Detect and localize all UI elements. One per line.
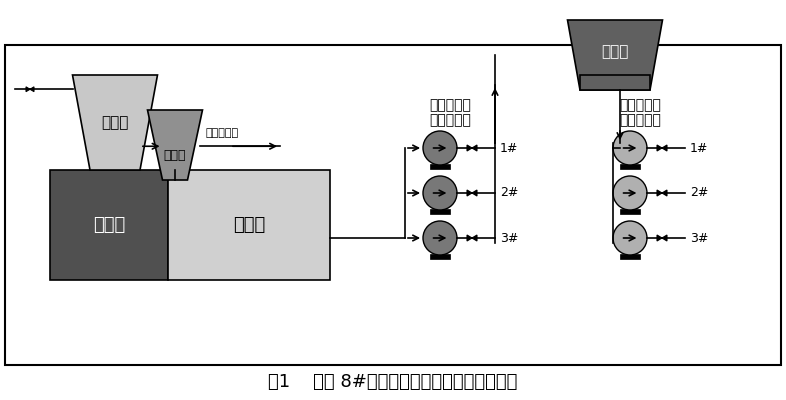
Bar (5, 45, 781, 365)
Text: 水渣槽: 水渣槽 (101, 115, 129, 130)
Polygon shape (467, 145, 477, 151)
Circle shape (423, 131, 457, 165)
Polygon shape (26, 87, 34, 92)
Circle shape (613, 176, 647, 210)
Bar (167, 170, 330, 280)
Circle shape (613, 131, 647, 165)
Text: 脱水器: 脱水器 (163, 149, 186, 162)
Text: （上塔泵）: （上塔泵） (429, 113, 471, 127)
Polygon shape (148, 110, 203, 180)
Polygon shape (657, 145, 667, 151)
Bar (620, 164, 641, 169)
Bar (430, 254, 450, 259)
Text: 2#: 2# (500, 186, 519, 200)
Text: 1#: 1# (690, 142, 708, 154)
Bar (580, 75, 650, 90)
Bar (50, 170, 167, 280)
Polygon shape (467, 235, 477, 241)
Circle shape (423, 221, 457, 255)
Text: 粒化供水泵: 粒化供水泵 (619, 98, 661, 112)
Text: 3#: 3# (690, 232, 708, 244)
Polygon shape (657, 235, 667, 241)
Polygon shape (567, 20, 663, 90)
Text: 高压清洗水: 高压清洗水 (205, 128, 238, 138)
Circle shape (613, 221, 647, 255)
Text: （冲渣泵）: （冲渣泵） (619, 113, 661, 127)
Circle shape (423, 176, 457, 210)
Text: 3#: 3# (500, 232, 519, 244)
Bar (620, 209, 641, 214)
Text: 冷却塔: 冷却塔 (601, 44, 629, 59)
Text: 2#: 2# (690, 186, 708, 200)
Polygon shape (72, 75, 157, 170)
Bar (430, 209, 450, 214)
Text: 粒化回水泵: 粒化回水泵 (429, 98, 471, 112)
Bar (430, 164, 450, 169)
Polygon shape (657, 190, 667, 196)
Text: 1#: 1# (500, 142, 519, 154)
Text: 图1    韶钢 8#高炉粒化水系统工艺流程示意图: 图1 韶钢 8#高炉粒化水系统工艺流程示意图 (268, 373, 518, 391)
Text: 沉淀池: 沉淀池 (93, 216, 125, 234)
Text: 热水池: 热水池 (233, 216, 265, 234)
Polygon shape (467, 190, 477, 196)
Bar (620, 254, 641, 259)
